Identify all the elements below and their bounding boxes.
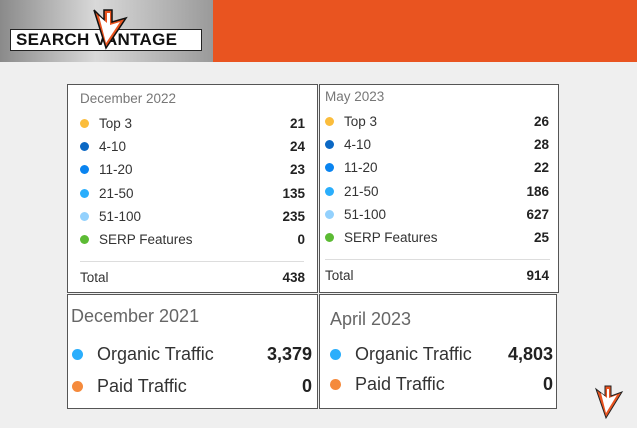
legend-dot-icon: [80, 119, 89, 128]
legend-dot-icon: [325, 163, 334, 173]
header-banner: SEARCH VANTAGE: [0, 0, 637, 62]
organic-traffic-label: Organic Traffic: [355, 344, 472, 364]
ranking-value: 24: [289, 139, 305, 155]
ranking-label: 51-100: [99, 208, 142, 224]
organic-traffic-label: Organic Traffic: [97, 344, 214, 364]
legend-dot-icon: [325, 117, 334, 126]
card-title: May 2023: [325, 89, 385, 104]
total-label: Total: [325, 268, 354, 283]
divider: [80, 261, 304, 262]
ranking-value: 23: [289, 162, 305, 178]
paid-traffic-label: Paid Traffic: [355, 374, 445, 394]
ranking-value: 186: [526, 183, 549, 199]
paid-traffic-label: Paid Traffic: [97, 376, 187, 396]
ranking-value: 28: [533, 137, 549, 153]
arrow-logo-icon: [594, 385, 624, 420]
ranking-card-may-2023: [319, 84, 559, 293]
ranking-label: 11-20: [99, 162, 133, 178]
total-label: Total: [80, 270, 109, 285]
paid-traffic-value: 0: [301, 376, 312, 396]
ranking-row: 11-20: [80, 162, 133, 177]
ranking-value: 21: [289, 116, 305, 131]
legend-dot-icon: [325, 209, 334, 219]
ranking-label: 11-20: [344, 160, 378, 176]
ranking-row: SERP Features: [80, 232, 193, 247]
logo: SEARCH VANTAGE: [0, 0, 213, 62]
legend-dot-icon: [330, 379, 341, 390]
legend-dot-icon: [80, 188, 89, 198]
ranking-label: 4-10: [344, 137, 372, 153]
legend-dot-icon: [80, 211, 89, 221]
ranking-value: 26: [533, 114, 549, 129]
ranking-value: 22: [533, 160, 549, 176]
legend-dot-icon: [80, 165, 89, 175]
total-value: 438: [282, 270, 305, 285]
legend-dot-icon: [325, 186, 334, 196]
ranking-row: 4-10: [325, 137, 371, 152]
paid-traffic-row: Paid Traffic: [330, 374, 445, 395]
card-title: December 2022: [80, 91, 177, 106]
ranking-row: Top 3: [80, 116, 132, 131]
traffic-card-title: April 2023: [330, 309, 412, 329]
traffic-card-december-2021: [67, 294, 318, 409]
ranking-row: 21-50: [80, 186, 134, 201]
ranking-row: Top 3: [325, 114, 377, 129]
ranking-row: 11-20: [325, 160, 378, 175]
legend-dot-icon: [72, 381, 83, 392]
ranking-label: 51-100: [344, 206, 387, 222]
ranking-value: 235: [282, 208, 305, 224]
ranking-row: 51-100: [80, 209, 141, 224]
ranking-label: 4-10: [99, 139, 127, 155]
ranking-label: Top 3: [344, 114, 378, 129]
ranking-card-december-2022: [67, 84, 318, 293]
divider: [325, 259, 550, 260]
ranking-row: 21-50: [325, 184, 379, 199]
organic-traffic-value: 4,803: [507, 344, 553, 364]
ranking-row: SERP Features: [325, 230, 438, 245]
ranking-value: 627: [526, 206, 549, 222]
legend-dot-icon: [325, 233, 334, 242]
paid-traffic-value: 0: [542, 374, 553, 394]
organic-traffic-row: Organic Traffic: [330, 344, 472, 365]
ranking-value: 25: [533, 230, 549, 245]
ranking-label: 21-50: [344, 183, 379, 199]
legend-dot-icon: [330, 349, 341, 360]
ranking-row: 51-100: [325, 207, 386, 222]
ranking-label: Top 3: [99, 116, 133, 131]
legend-dot-icon: [80, 142, 89, 152]
organic-traffic-value: 3,379: [266, 344, 312, 364]
total-value: 914: [526, 268, 549, 283]
traffic-card-title: December 2021: [71, 306, 200, 326]
arrow-logo-icon: [93, 9, 128, 50]
ranking-row: 4-10: [80, 139, 126, 154]
paid-traffic-row: Paid Traffic: [72, 376, 187, 397]
legend-dot-icon: [325, 140, 334, 150]
ranking-value: 0: [297, 232, 305, 247]
traffic-card-april-2023: [319, 294, 557, 409]
organic-traffic-row: Organic Traffic: [72, 344, 214, 365]
ranking-label: 21-50: [99, 185, 134, 201]
ranking-value: 135: [282, 185, 305, 201]
legend-dot-icon: [72, 349, 83, 360]
legend-dot-icon: [80, 235, 89, 244]
ranking-label: SERP Features: [344, 230, 438, 245]
ranking-label: SERP Features: [99, 232, 193, 247]
